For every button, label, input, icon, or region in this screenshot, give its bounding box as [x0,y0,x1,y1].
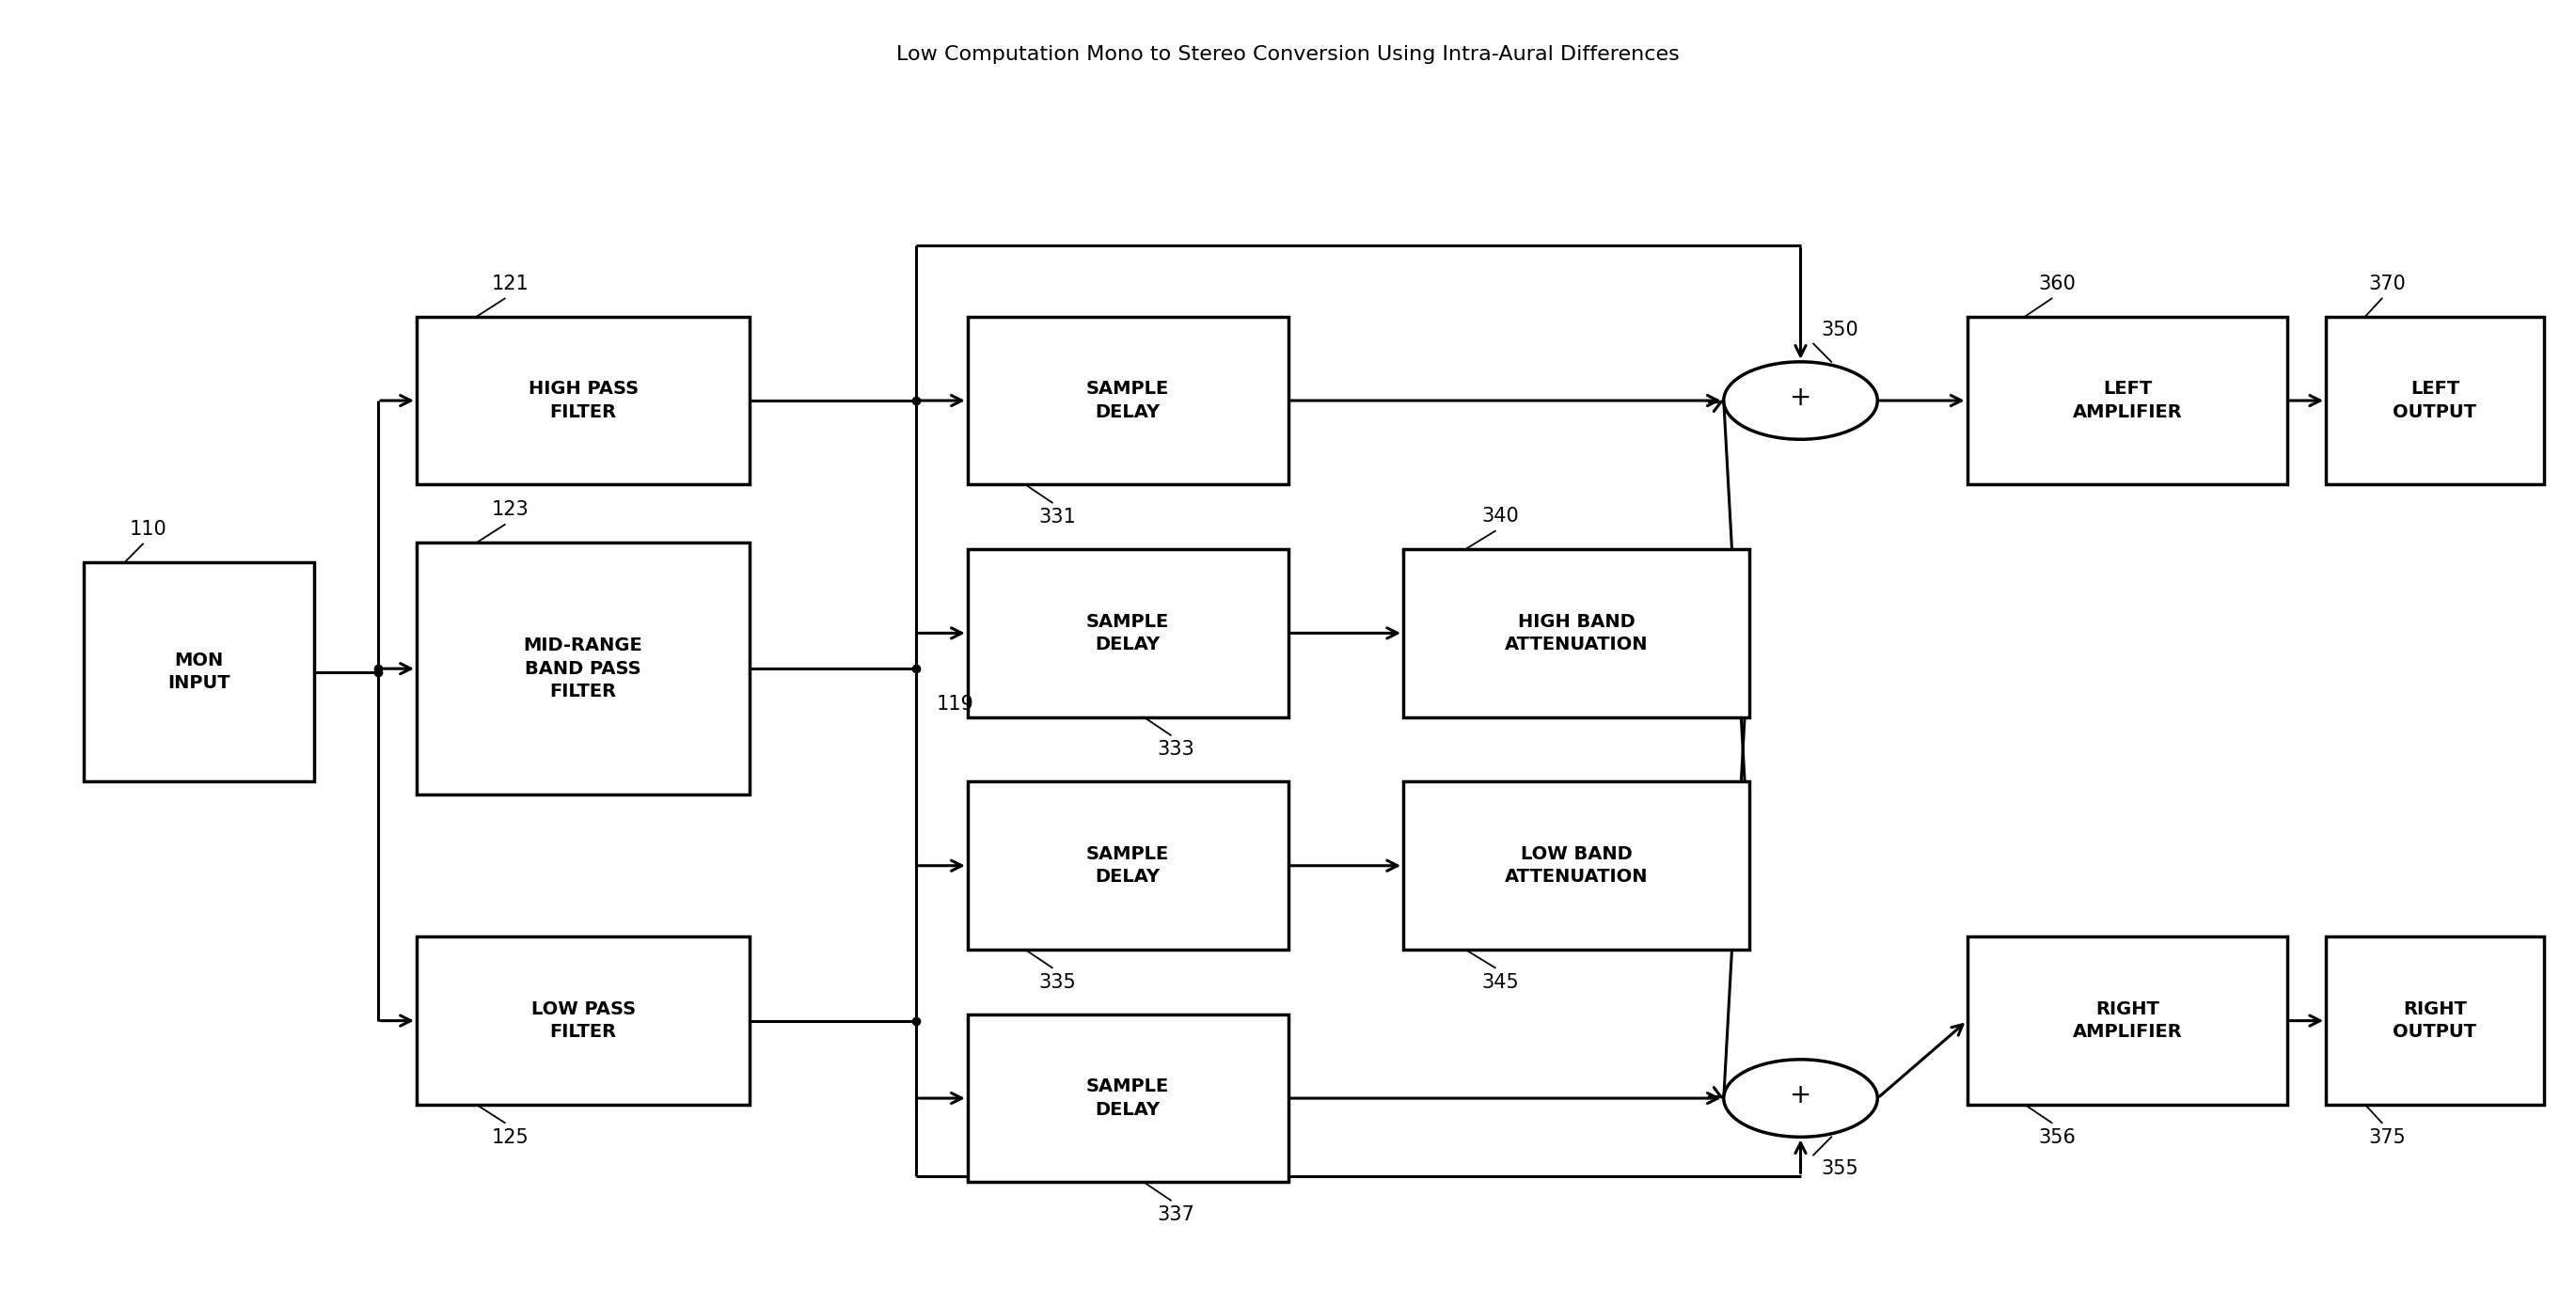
Text: 331: 331 [1038,508,1077,527]
Text: 340: 340 [1481,508,1520,526]
Text: 337: 337 [1157,1206,1195,1224]
FancyBboxPatch shape [969,782,1288,950]
Text: 345: 345 [1481,974,1520,992]
Text: MON
INPUT: MON INPUT [167,651,229,692]
FancyBboxPatch shape [1968,937,2287,1104]
FancyBboxPatch shape [417,317,750,484]
Text: SAMPLE
DELAY: SAMPLE DELAY [1087,613,1170,654]
Circle shape [1723,361,1878,440]
Text: 375: 375 [2367,1128,2406,1147]
Text: 350: 350 [1821,321,1857,339]
Text: 125: 125 [492,1128,528,1147]
FancyBboxPatch shape [1404,549,1749,716]
Text: 356: 356 [2038,1128,2076,1147]
Text: 335: 335 [1038,974,1077,992]
Text: HIGH PASS
FILTER: HIGH PASS FILTER [528,380,639,422]
Text: 119: 119 [938,694,974,714]
Text: RIGHT
OUTPUT: RIGHT OUTPUT [2393,1001,2476,1041]
FancyBboxPatch shape [969,1014,1288,1182]
Text: 121: 121 [492,274,528,294]
FancyBboxPatch shape [969,317,1288,484]
Text: RIGHT
AMPLIFIER: RIGHT AMPLIFIER [2074,1001,2182,1041]
Text: SAMPLE
DELAY: SAMPLE DELAY [1087,380,1170,422]
Text: Low Computation Mono to Stereo Conversion Using Intra-Aural Differences: Low Computation Mono to Stereo Conversio… [896,46,1680,64]
Circle shape [1723,1060,1878,1137]
Text: LOW BAND
ATTENUATION: LOW BAND ATTENUATION [1504,846,1649,886]
Text: +: + [1790,385,1811,411]
FancyBboxPatch shape [82,562,314,782]
FancyBboxPatch shape [417,543,750,795]
FancyBboxPatch shape [417,937,750,1104]
Text: 333: 333 [1157,740,1195,760]
Text: MID-RANGE
BAND PASS
FILTER: MID-RANGE BAND PASS FILTER [523,637,644,701]
Text: LOW PASS
FILTER: LOW PASS FILTER [531,1001,636,1041]
FancyBboxPatch shape [1968,317,2287,484]
Text: SAMPLE
DELAY: SAMPLE DELAY [1087,1078,1170,1118]
FancyBboxPatch shape [2326,317,2545,484]
Text: 110: 110 [129,519,167,539]
Text: LEFT
AMPLIFIER: LEFT AMPLIFIER [2074,380,2182,422]
Text: 370: 370 [2367,274,2406,294]
Text: +: + [1790,1082,1811,1109]
Text: LEFT
OUTPUT: LEFT OUTPUT [2393,380,2476,422]
Text: HIGH BAND
ATTENUATION: HIGH BAND ATTENUATION [1504,613,1649,654]
Text: 123: 123 [492,501,528,519]
Text: 355: 355 [1821,1159,1857,1177]
Text: SAMPLE
DELAY: SAMPLE DELAY [1087,846,1170,886]
Text: 360: 360 [2038,274,2076,294]
FancyBboxPatch shape [1404,782,1749,950]
FancyBboxPatch shape [969,549,1288,716]
FancyBboxPatch shape [2326,937,2545,1104]
